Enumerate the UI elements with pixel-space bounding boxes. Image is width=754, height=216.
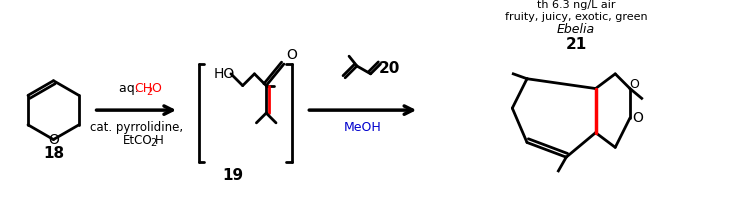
Text: O: O bbox=[48, 133, 59, 146]
Text: O: O bbox=[629, 78, 639, 91]
Text: MeOH: MeOH bbox=[344, 121, 382, 134]
Text: 19: 19 bbox=[222, 168, 244, 183]
Text: aq.: aq. bbox=[118, 82, 143, 95]
Text: 2: 2 bbox=[146, 87, 153, 97]
Text: 21: 21 bbox=[566, 37, 587, 52]
Text: th 6.3 ng/L air: th 6.3 ng/L air bbox=[537, 0, 615, 10]
Text: Ebelia: Ebelia bbox=[557, 23, 595, 36]
Text: O: O bbox=[286, 48, 296, 62]
Text: O: O bbox=[151, 82, 161, 95]
Text: 18: 18 bbox=[43, 146, 64, 161]
Text: CH: CH bbox=[134, 82, 152, 95]
Text: cat. pyrrolidine,: cat. pyrrolidine, bbox=[90, 121, 183, 134]
Text: EtCO: EtCO bbox=[123, 134, 152, 147]
Text: 2: 2 bbox=[150, 138, 156, 148]
Text: fruity, juicy, exotic, green: fruity, juicy, exotic, green bbox=[504, 12, 648, 22]
Text: O: O bbox=[633, 111, 643, 125]
Text: H: H bbox=[155, 134, 164, 147]
Text: HO: HO bbox=[213, 67, 234, 81]
Text: 20: 20 bbox=[379, 61, 400, 76]
